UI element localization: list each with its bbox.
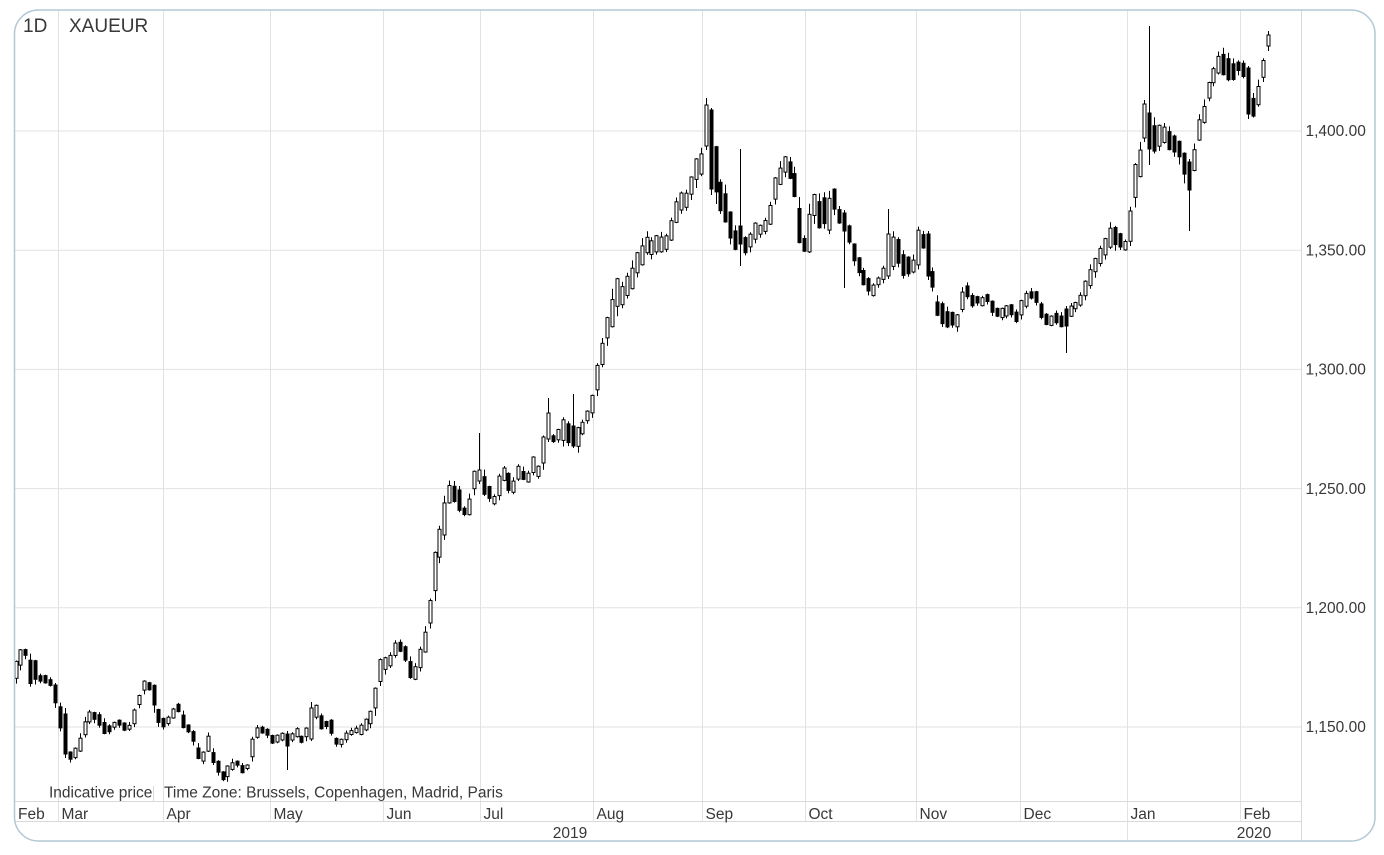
- svg-text:Jun: Jun: [387, 806, 412, 823]
- svg-text:1,350.00: 1,350.00: [1306, 242, 1367, 259]
- svg-text:Nov: Nov: [920, 806, 948, 823]
- svg-text:Time Zone: Brussels, Copenhage: Time Zone: Brussels, Copenhagen, Madrid,…: [164, 785, 503, 802]
- svg-text:1,250.00: 1,250.00: [1306, 481, 1367, 498]
- svg-text:May: May: [274, 806, 304, 823]
- svg-text:Sep: Sep: [706, 806, 734, 823]
- svg-text:1,150.00: 1,150.00: [1306, 719, 1367, 736]
- svg-text:Dec: Dec: [1024, 806, 1052, 823]
- svg-text:2020: 2020: [1237, 825, 1272, 842]
- svg-text:Apr: Apr: [167, 806, 191, 823]
- svg-text:Oct: Oct: [809, 806, 834, 823]
- svg-text:2019: 2019: [553, 825, 587, 842]
- svg-text:1,300.00: 1,300.00: [1306, 362, 1367, 379]
- svg-text:1,200.00: 1,200.00: [1306, 600, 1367, 617]
- svg-text:Jul: Jul: [484, 806, 504, 823]
- svg-text:Jan: Jan: [1131, 806, 1156, 823]
- svg-text:Feb: Feb: [18, 806, 45, 823]
- svg-text:Indicative price: Indicative price: [49, 785, 152, 802]
- svg-text:XAUEUR: XAUEUR: [69, 16, 148, 37]
- svg-text:Aug: Aug: [597, 806, 625, 823]
- svg-text:1D: 1D: [23, 16, 47, 37]
- svg-text:Mar: Mar: [62, 806, 89, 823]
- svg-text:1,400.00: 1,400.00: [1306, 123, 1367, 140]
- svg-text:Feb: Feb: [1244, 806, 1271, 823]
